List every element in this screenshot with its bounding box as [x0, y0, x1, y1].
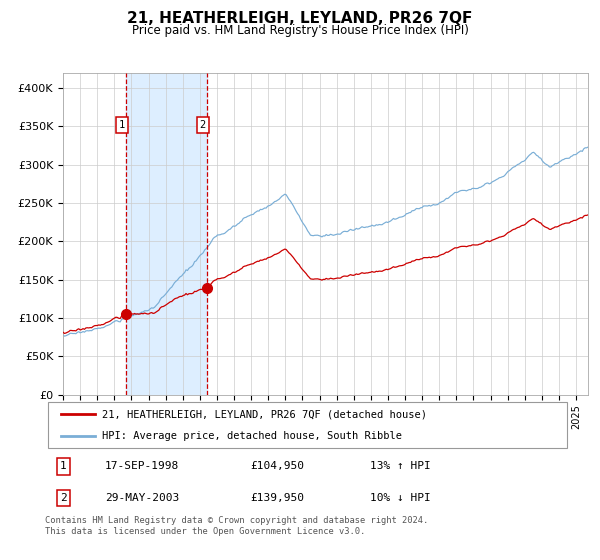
Text: 1: 1: [60, 461, 67, 472]
Text: 10% ↓ HPI: 10% ↓ HPI: [370, 493, 431, 503]
Text: HPI: Average price, detached house, South Ribble: HPI: Average price, detached house, Sout…: [103, 431, 403, 441]
Text: 13% ↑ HPI: 13% ↑ HPI: [370, 461, 431, 472]
Text: Price paid vs. HM Land Registry's House Price Index (HPI): Price paid vs. HM Land Registry's House …: [131, 24, 469, 36]
Text: 17-SEP-1998: 17-SEP-1998: [105, 461, 179, 472]
Text: 21, HEATHERLEIGH, LEYLAND, PR26 7QF: 21, HEATHERLEIGH, LEYLAND, PR26 7QF: [127, 11, 473, 26]
Bar: [127, 73, 207, 395]
FancyBboxPatch shape: [48, 402, 567, 448]
Text: 21, HEATHERLEIGH, LEYLAND, PR26 7QF (detached house): 21, HEATHERLEIGH, LEYLAND, PR26 7QF (det…: [103, 409, 427, 419]
Text: £104,950: £104,950: [250, 461, 304, 472]
Text: 2: 2: [199, 120, 206, 130]
Text: 29-MAY-2003: 29-MAY-2003: [105, 493, 179, 503]
Text: Contains HM Land Registry data © Crown copyright and database right 2024.
This d: Contains HM Land Registry data © Crown c…: [45, 516, 428, 536]
Text: 1: 1: [119, 120, 125, 130]
Text: 2: 2: [60, 493, 67, 503]
Text: £139,950: £139,950: [250, 493, 304, 503]
